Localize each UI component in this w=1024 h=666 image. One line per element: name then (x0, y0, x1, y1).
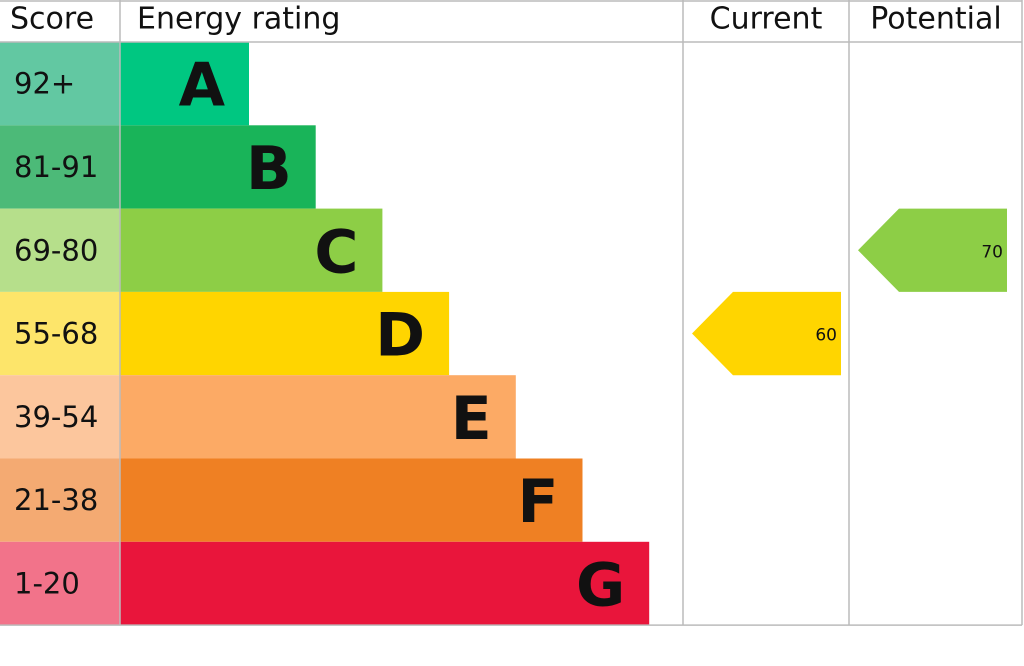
score-label: 55-68 (14, 317, 98, 351)
rating-bar (120, 208, 383, 292)
score-label: 1-20 (14, 566, 80, 600)
score-label: 69-80 (14, 233, 98, 267)
potential-value: 70 (981, 242, 1003, 262)
rating-letter: G (576, 550, 625, 620)
rating-letter: A (179, 51, 226, 121)
rating-bar (120, 375, 516, 459)
current-header: Current (710, 2, 823, 37)
rating-bar (120, 458, 583, 542)
score-cell (0, 42, 120, 126)
rating-header: Energy rating (137, 2, 340, 37)
score-label: 81-91 (14, 150, 98, 184)
score-cell (0, 375, 120, 459)
rating-letter: E (451, 384, 492, 454)
potential-header: Potential (870, 2, 1001, 37)
current-arrow (692, 291, 841, 376)
score-cell (0, 541, 120, 626)
score-label: 39-54 (14, 400, 98, 434)
score-cell (0, 291, 120, 376)
potential-arrow (858, 208, 1007, 292)
score-cell (0, 458, 120, 542)
score-cell (0, 208, 120, 292)
score-header: Score (10, 2, 94, 37)
score-cell (0, 125, 120, 209)
current-value: 60 (815, 326, 837, 346)
rating-bar (120, 125, 316, 209)
rating-letter: C (314, 217, 358, 287)
rating-letter: F (518, 467, 559, 537)
rating-letter: D (375, 301, 425, 371)
score-label: 21-38 (14, 483, 98, 517)
score-label: 92+ (14, 67, 75, 101)
rating-bar (120, 541, 650, 626)
rating-bar (120, 291, 450, 376)
rating-letter: B (246, 134, 292, 204)
rating-bar (120, 42, 249, 126)
